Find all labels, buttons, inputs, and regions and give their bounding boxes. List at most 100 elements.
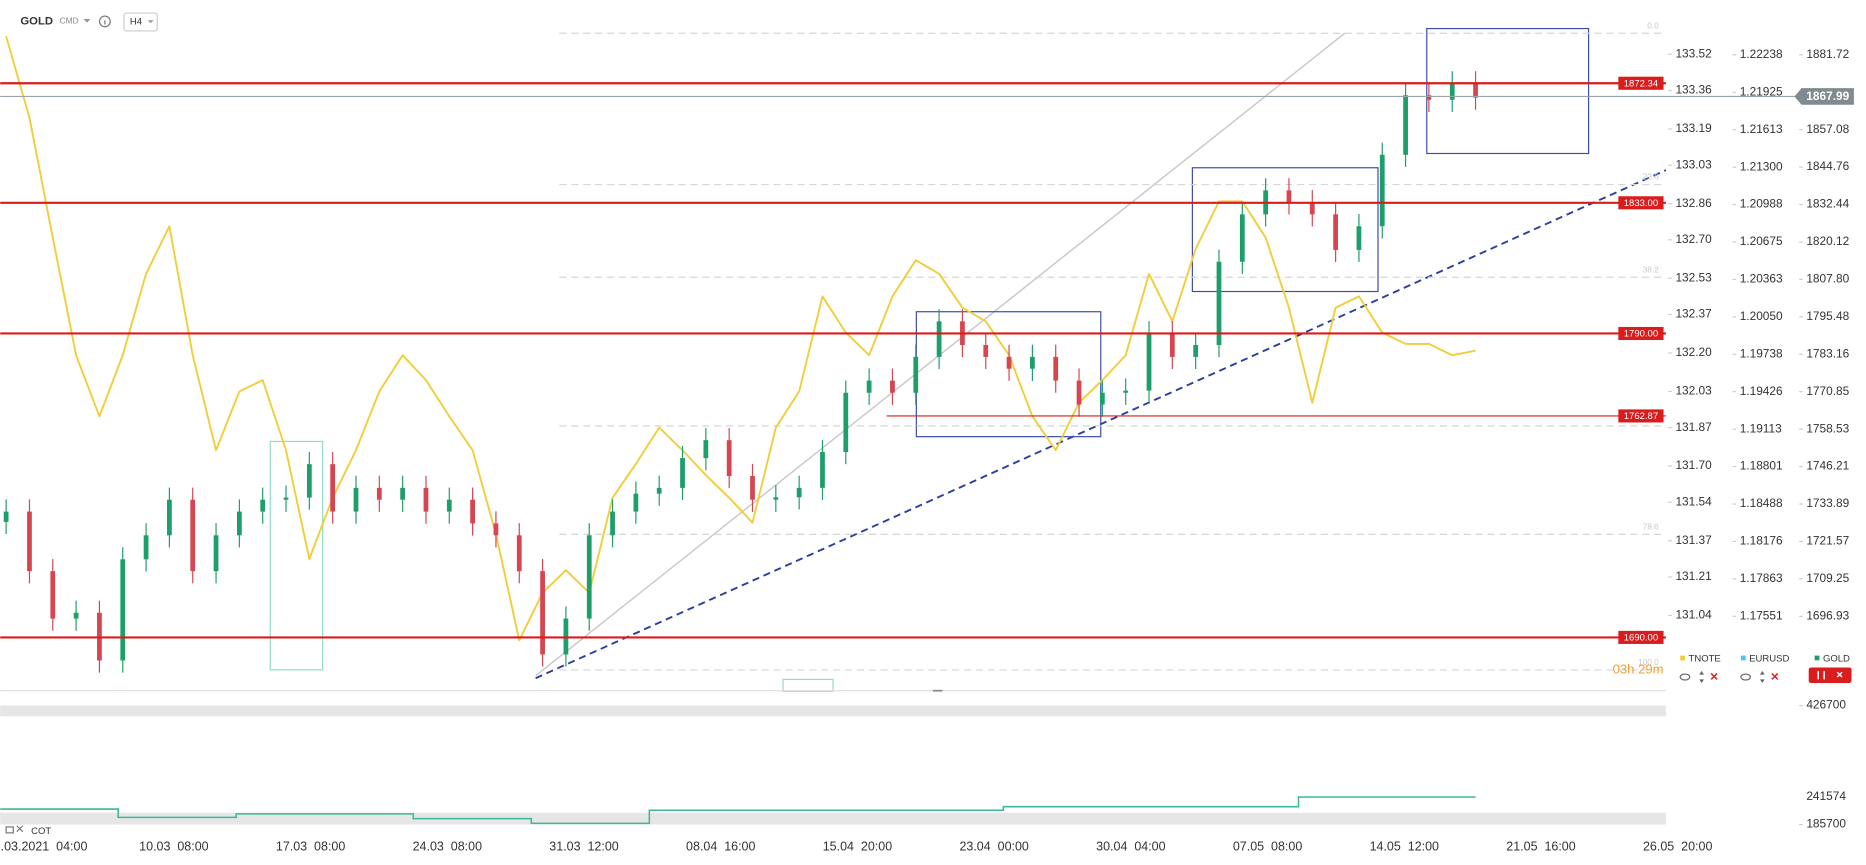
x-tick-label: 03.03.2021 04:00 xyxy=(0,839,87,853)
interval-selector[interactable] xyxy=(123,12,158,32)
candle-body xyxy=(703,440,709,459)
instrument-type: CMD xyxy=(60,16,79,26)
level-tag xyxy=(1618,409,1664,423)
eurusd-tick-label: 1.21925 xyxy=(1740,84,1783,98)
candle-body xyxy=(1286,190,1292,203)
reorder-arrows[interactable] xyxy=(1759,671,1765,683)
candle-body xyxy=(353,487,359,512)
eurusd-tick-label: 1.19738 xyxy=(1740,346,1783,360)
candle-body xyxy=(680,458,685,488)
y2-tick-label: 132.70 xyxy=(1675,232,1712,246)
y-tick-label: 1770.85 xyxy=(1806,384,1849,398)
y2-tick-label: 132.86 xyxy=(1675,196,1712,210)
candle-body xyxy=(843,392,849,453)
main-series-badge[interactable] xyxy=(1808,667,1852,683)
indicator-menu-icon[interactable] xyxy=(5,826,14,834)
visibility-toggle[interactable] xyxy=(1679,673,1691,681)
eurusd-tick-label: 1.18801 xyxy=(1740,459,1783,473)
y-tick-label: 1857.08 xyxy=(1806,122,1849,136)
y-tick-label: 1709.25 xyxy=(1806,571,1849,585)
candle-body xyxy=(260,499,266,512)
y2-tick-label: 131.37 xyxy=(1675,533,1711,547)
visibility-toggle[interactable] xyxy=(1740,673,1752,681)
dropdown-caret[interactable] xyxy=(83,19,91,23)
symbol[interactable]: GOLD xyxy=(20,15,53,27)
candle-body xyxy=(773,497,779,500)
candle-body xyxy=(1169,333,1175,357)
candle-body xyxy=(1379,154,1385,227)
candle-body xyxy=(73,612,79,619)
y2-tick-label: 131.54 xyxy=(1675,494,1712,508)
fib-label: 100.0 xyxy=(1638,657,1659,667)
candle-body xyxy=(1193,345,1199,357)
x-tick-label: 08.04 16:00 xyxy=(686,839,755,853)
last-price-tag xyxy=(1794,88,1854,105)
candle-body xyxy=(610,511,615,536)
candle-body xyxy=(913,356,919,393)
info-icon[interactable] xyxy=(98,15,111,28)
y-tick-label: 1696.93 xyxy=(1806,608,1849,622)
y-tick-label: 1820.12 xyxy=(1806,234,1849,248)
eurusd-tick-label: 1.20675 xyxy=(1740,234,1783,248)
y-tick-label: 1807.80 xyxy=(1806,272,1849,286)
y2-tick-label: 132.03 xyxy=(1675,384,1712,398)
range-box[interactable] xyxy=(1191,167,1379,293)
eurusd-tick-label: 1.21613 xyxy=(1740,122,1783,136)
x-tick-label: 07.05 08:00 xyxy=(1233,839,1302,853)
eurusd-tick-label: 1.17863 xyxy=(1740,571,1783,585)
candle-body xyxy=(1403,95,1408,155)
candle-body xyxy=(3,511,9,522)
y-tick-label: 1795.48 xyxy=(1806,309,1849,323)
eurusd-tick-label: 1.20050 xyxy=(1740,309,1783,323)
legend-label: GOLD xyxy=(1823,654,1850,665)
indicator-band xyxy=(0,705,1666,717)
eurusd-tick-label: 1.18488 xyxy=(1740,496,1783,510)
candle-body xyxy=(936,321,942,357)
x-tick-label: 31.03 12:00 xyxy=(549,839,618,853)
remove-icon[interactable] xyxy=(1771,672,1779,680)
level-tag xyxy=(1618,630,1664,644)
candle-body xyxy=(866,380,872,393)
remove-icon[interactable] xyxy=(1710,672,1718,680)
candle-body xyxy=(120,559,126,661)
last-price-label: 1867.99 xyxy=(1806,89,1849,103)
y2-tick-label: 133.19 xyxy=(1675,121,1712,135)
indicator-tick-label: 185700 xyxy=(1806,817,1846,831)
indicator-name: COT xyxy=(31,826,51,837)
dropdown-caret xyxy=(147,20,154,24)
candle-body xyxy=(1216,261,1222,346)
x-tick-label: 30.04 04:00 xyxy=(1096,839,1165,853)
indicator-tick-label: 426700 xyxy=(1806,698,1846,712)
eurusd-tick-label: 1.19113 xyxy=(1740,421,1782,435)
candle-body xyxy=(1006,356,1012,369)
candle-body xyxy=(446,499,452,512)
level-label: 1690.00 xyxy=(1624,633,1658,644)
candle-body xyxy=(586,535,592,619)
candle-body xyxy=(376,487,382,500)
level-tag xyxy=(1618,76,1664,90)
candle-body xyxy=(656,487,662,494)
indicator-close-icon[interactable] xyxy=(16,825,24,833)
indicator-line xyxy=(0,796,1476,825)
candle-body xyxy=(1146,333,1152,391)
candle-body xyxy=(236,511,242,536)
level-tag xyxy=(1618,326,1664,341)
countdown: 03h 29m xyxy=(1613,661,1664,676)
x-tick-label: 15.04 20:00 xyxy=(823,839,892,853)
eurusd-tick-label: 1.21300 xyxy=(1740,159,1783,173)
fib-label: 38.2 xyxy=(1643,264,1660,274)
legend-label: EURUSD xyxy=(1749,654,1789,665)
reorder-arrows[interactable] xyxy=(1699,671,1705,683)
candle-body xyxy=(143,535,149,560)
x-tick-label: 24.03 08:00 xyxy=(413,839,482,853)
range-box[interactable] xyxy=(1426,27,1590,155)
candle-body xyxy=(213,535,219,572)
y-tick-label: 1783.16 xyxy=(1806,346,1849,360)
indicator-last-value: 241574 xyxy=(1806,789,1846,803)
y2-tick-label: 132.37 xyxy=(1675,307,1711,321)
highlight-box[interactable] xyxy=(269,440,324,671)
eurusd-tick-label: 1.17551 xyxy=(1740,608,1783,622)
